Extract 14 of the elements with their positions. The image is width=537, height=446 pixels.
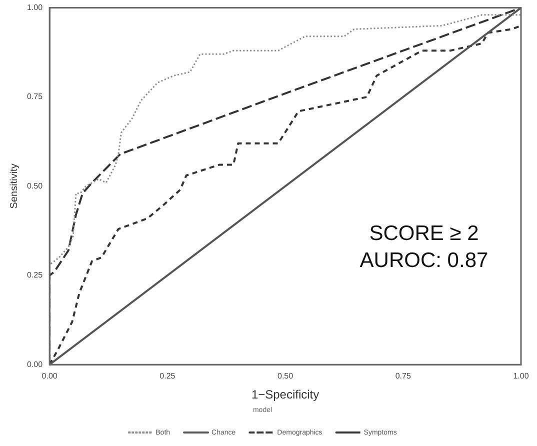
- y-tick-label: 0.00: [26, 360, 44, 369]
- annotation: SCORE ≥ 2: [368, 222, 480, 246]
- annotation: AUROC: 0.87: [358, 249, 490, 273]
- x-tick-label: 0.25: [160, 372, 176, 381]
- y-axis-title: Sensitivity: [8, 164, 20, 209]
- y-tick-label: 0.25: [26, 270, 44, 280]
- x-tick-label: 0.50: [277, 372, 294, 381]
- x-axis-title: 1−Specificity: [251, 388, 320, 402]
- x-tick-label: 0.75: [395, 372, 412, 381]
- x-tick-label: 0.00: [42, 372, 58, 381]
- x-tick-label: 1.00: [513, 372, 530, 381]
- y-tick-label: 0.75: [26, 92, 44, 102]
- y-tick-label: 1.00: [26, 3, 44, 12]
- y-tick-label: 0.50: [26, 181, 44, 190]
